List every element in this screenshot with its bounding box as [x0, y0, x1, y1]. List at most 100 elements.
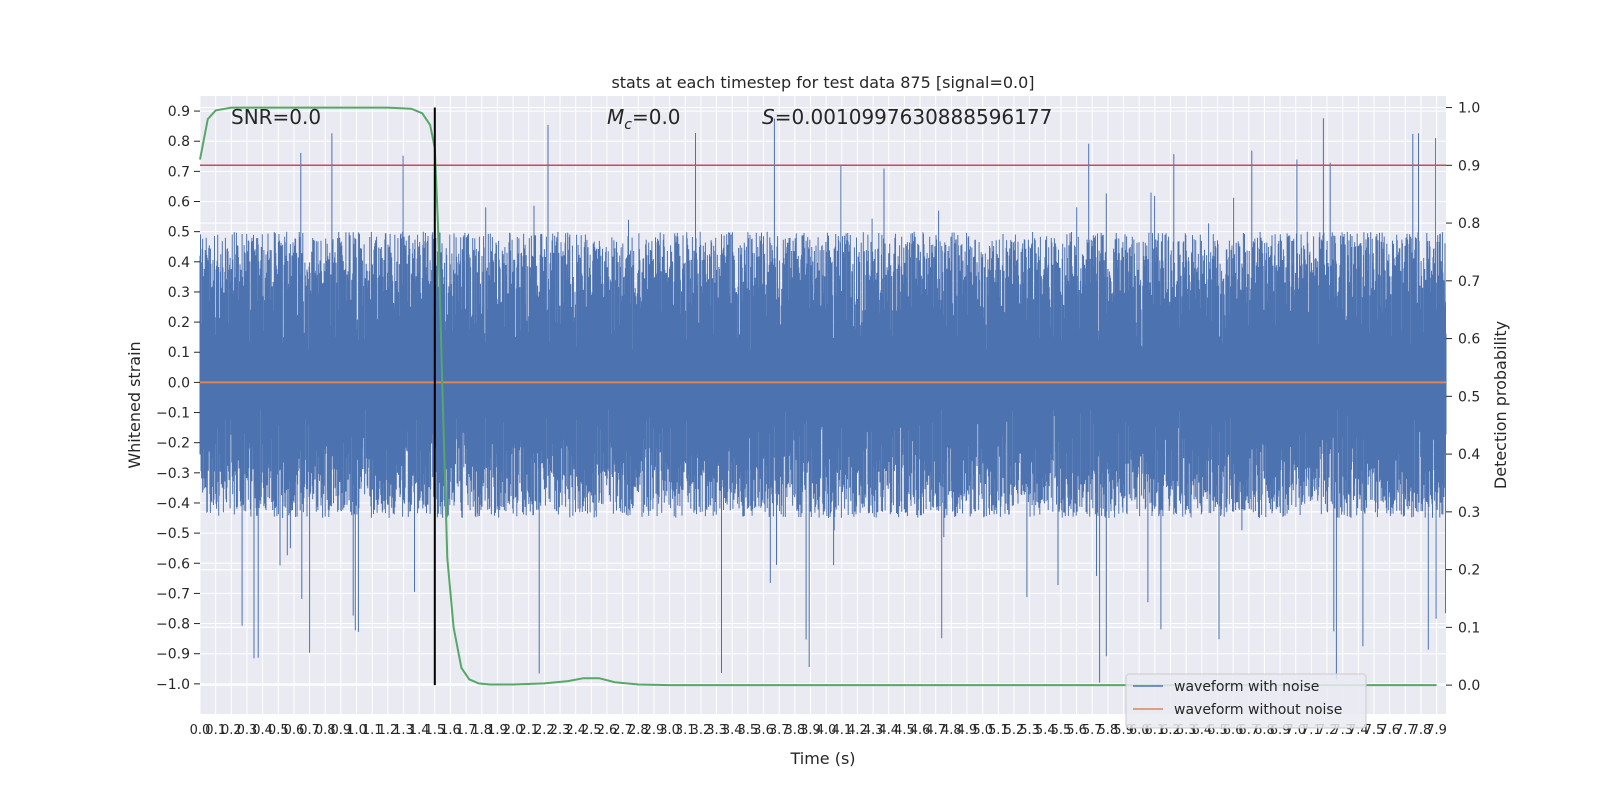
y-tick-label: −0.1: [156, 406, 190, 422]
chirp-mass-value: =0.0: [632, 105, 681, 129]
y-axis-label: Whitened strain: [125, 341, 144, 468]
x-tick-label: 7.7: [1395, 723, 1416, 738]
x-tick-label: 5.5: [1051, 723, 1072, 738]
x-tick-label: 1.2: [377, 723, 398, 738]
y-tick-label: 0.3: [168, 285, 190, 301]
x-tick-label: 1.6: [440, 723, 461, 738]
x-tick-label: 7.5: [1364, 723, 1385, 738]
y2-tick-label: 0.4: [1458, 447, 1480, 463]
x-axis-ticks: 0.00.10.20.30.40.50.60.70.80.91.01.11.21…: [190, 723, 1447, 738]
x-tick-label: 7.9: [1426, 723, 1447, 738]
x-tick-label: 7.6: [1379, 723, 1400, 738]
waveform-with-noise-series: [199, 118, 1447, 683]
x-tick-label: 2.3: [550, 723, 571, 738]
x-axis-label: Time (s): [789, 749, 855, 768]
x-tick-label: 4.8: [941, 723, 962, 738]
legend: waveform with noise waveform without noi…: [1125, 673, 1367, 729]
y2-tick-label: 0.8: [1458, 216, 1480, 232]
y2-tick-label: 0.9: [1458, 158, 1480, 174]
x-tick-label: 7.8: [1411, 723, 1432, 738]
x-tick-label: 2.9: [644, 723, 665, 738]
x-tick-label: 0.3: [237, 723, 258, 738]
x-tick-label: 0.5: [268, 723, 289, 738]
snr-annotation: SNR=0.0: [231, 105, 321, 129]
chart-title: stats at each timestep for test data 875…: [611, 73, 1034, 92]
x-tick-label: 3.0: [659, 723, 680, 738]
x-tick-label: 5.2: [1004, 723, 1025, 738]
y2-tick-label: 0.6: [1458, 332, 1480, 348]
x-tick-label: 2.2: [534, 723, 555, 738]
x-tick-label: 2.8: [628, 723, 649, 738]
y-tick-label: 0.9: [168, 104, 190, 120]
y2-tick-label: 1.0: [1458, 101, 1480, 117]
x-tick-label: 0.9: [331, 723, 352, 738]
x-tick-label: 0.7: [299, 723, 320, 738]
y-tick-label: 0.1: [168, 345, 190, 361]
x-tick-label: 5.4: [1035, 723, 1056, 738]
x-tick-label: 4.9: [957, 723, 978, 738]
y-tick-label: 0.8: [168, 134, 190, 150]
y-tick-label: −0.7: [156, 586, 190, 602]
legend-box: [1125, 673, 1367, 729]
x-tick-label: 1.0: [346, 723, 367, 738]
legend-label-clean: waveform without noise: [1174, 702, 1342, 718]
x-tick-label: 2.5: [581, 723, 602, 738]
y2-tick-label: 0.1: [1458, 620, 1480, 636]
x-tick-label: 5.7: [1082, 723, 1103, 738]
y-tick-label: 0.7: [168, 164, 190, 180]
x-tick-label: 0.0: [190, 723, 211, 738]
y-tick-label: −0.9: [156, 647, 190, 663]
x-tick-label: 4.5: [894, 723, 915, 738]
y-tick-label: 0.4: [168, 255, 190, 271]
chirp-mass-symbol: M: [607, 105, 624, 129]
x-tick-label: 3.9: [800, 723, 821, 738]
secondary-y-axis-ticks: 1.0 0.9 0.8 0.7 0.6 0.5 0.4 0.3 0.2 0.1 0.0: [1446, 101, 1480, 694]
y-tick-label: 0.6: [168, 195, 190, 211]
y-tick-label: 0.5: [168, 225, 190, 241]
x-tick-label: 1.9: [487, 723, 508, 738]
y2-tick-label: 0.3: [1458, 505, 1480, 521]
x-tick-label: 3.3: [706, 723, 727, 738]
y-tick-label: −0.8: [156, 617, 190, 633]
statistic-value: =0.0010997630888596177: [775, 105, 1053, 129]
x-tick-label: 5.0: [972, 723, 993, 738]
statistic-symbol: S: [762, 105, 775, 129]
y-tick-label: 0.0: [168, 375, 190, 391]
y2-tick-label: 0.5: [1458, 389, 1480, 405]
x-tick-label: 3.1: [675, 723, 696, 738]
x-tick-label: 3.5: [738, 723, 759, 738]
x-tick-label: 3.4: [722, 723, 743, 738]
statistic-annotation: S=0.0010997630888596177: [762, 105, 1052, 129]
x-tick-label: 4.1: [831, 723, 852, 738]
x-tick-label: 5.8: [1098, 723, 1119, 738]
x-tick-label: 2.0: [503, 723, 524, 738]
y2-tick-label: 0.7: [1458, 274, 1480, 290]
x-tick-label: 3.7: [769, 723, 790, 738]
x-tick-label: 2.7: [612, 723, 633, 738]
x-tick-label: 0.2: [221, 723, 242, 738]
x-tick-label: 4.7: [925, 723, 946, 738]
x-tick-label: 3.2: [691, 723, 712, 738]
x-tick-label: 0.8: [315, 723, 336, 738]
y-tick-label: −0.6: [156, 556, 190, 572]
x-tick-label: 0.4: [252, 723, 273, 738]
x-tick-label: 4.2: [847, 723, 868, 738]
x-tick-label: 2.4: [565, 723, 586, 738]
x-tick-label: 0.6: [284, 723, 305, 738]
x-tick-label: 1.5: [424, 723, 445, 738]
y-tick-label: −0.4: [156, 496, 190, 512]
chirp-mass-subscript: c: [624, 117, 632, 133]
x-tick-label: 2.6: [597, 723, 618, 738]
x-tick-label: 0.1: [205, 723, 226, 738]
legend-label-noise: waveform with noise: [1174, 679, 1319, 695]
x-tick-label: 5.3: [1019, 723, 1040, 738]
x-tick-label: 1.3: [393, 723, 414, 738]
x-tick-label: 4.3: [863, 723, 884, 738]
x-tick-label: 1.1: [362, 723, 383, 738]
x-tick-label: 5.6: [1066, 723, 1087, 738]
x-tick-label: 1.7: [456, 723, 477, 738]
y2-tick-label: 0.0: [1458, 678, 1480, 694]
x-tick-label: 3.6: [753, 723, 774, 738]
noise-dense-band: [200, 349, 1446, 410]
